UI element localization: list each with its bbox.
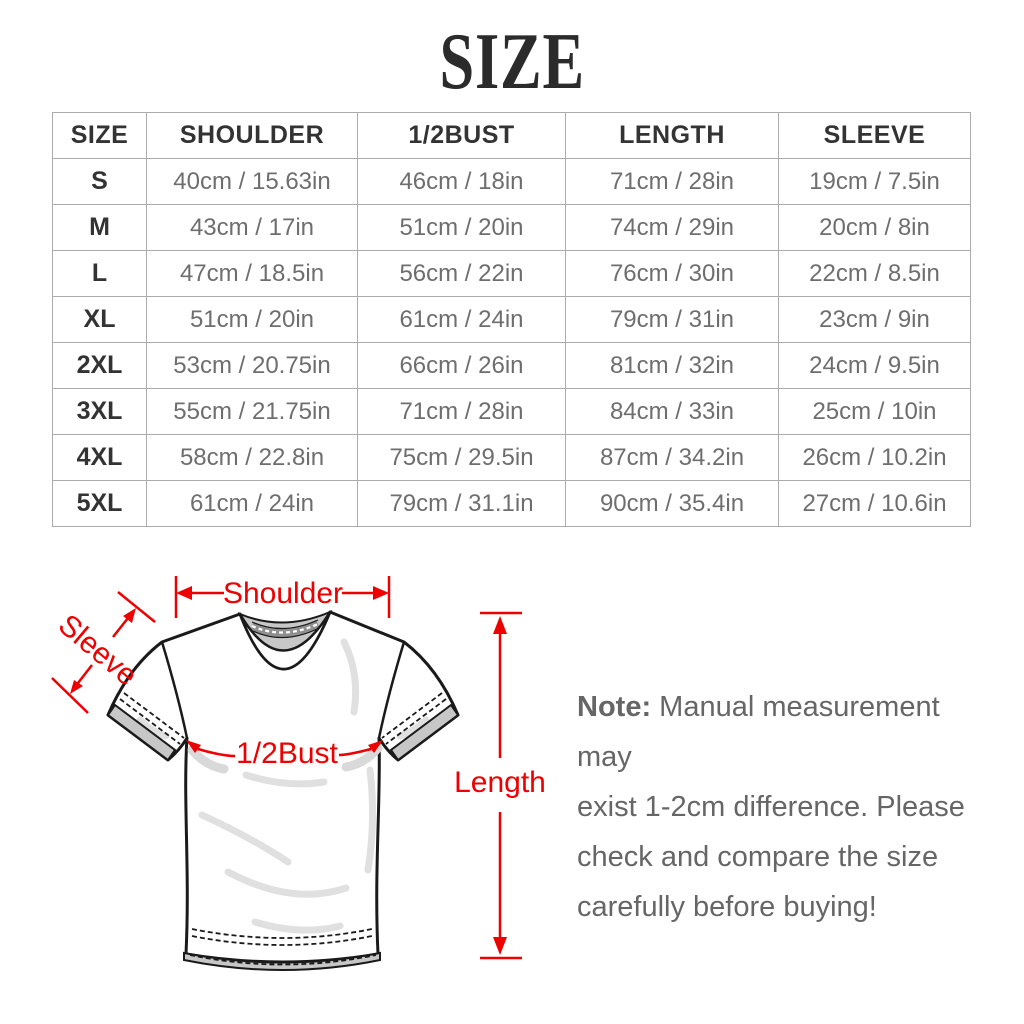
value-cell: 79cm / 31.1in [357,480,566,527]
wrinkle [224,868,350,898]
bust-label: 1/2Bust [236,737,338,770]
value-cell: 74cm / 29in [565,204,779,251]
page-title: SIZE [439,18,585,106]
value-cell: 26cm / 10.2in [778,434,971,481]
table-row: XL 51cm / 20in 61cm / 24in 79cm / 31in 23cm … [52,296,971,343]
size-table: SIZE SHOULDER 1/2BUST LENGTH SLEEVE S 40c… [52,112,971,527]
value-cell: 71cm / 28in [565,158,779,205]
page-header: SIZE [0,20,1024,126]
table-row: 4XL 58cm / 22.8in 75cm / 29.5in 87cm / 34.2… [52,434,971,481]
value-cell: 53cm / 20.75in [146,342,358,389]
wrinkle [198,811,292,866]
header-row: SIZE SHOULDER 1/2BUST LENGTH SLEEVE [52,112,971,159]
value-cell: 25cm / 10in [778,388,971,435]
value-cell: 43cm / 17in [146,204,358,251]
hem-stitch [191,928,373,939]
value-cell: 76cm / 30in [565,250,779,297]
sleeve-stitch [381,692,443,739]
wrinkle [187,745,229,774]
column-header-bust: 1/2BUST [357,112,566,159]
hem-band [183,951,381,971]
sleeve-stitch [119,698,181,745]
shoulder-arrow: Shoulder [174,576,391,618]
size-cell: S [52,158,147,205]
value-cell: 19cm / 7.5in [778,158,971,205]
note-line-4: carefully before buying! [577,891,877,923]
sleeve-stitch [123,692,185,739]
column-header-sleeve: SLEEVE [778,112,971,159]
value-cell: 51cm / 20in [357,204,566,251]
column-header-size: SIZE [52,112,147,159]
size-cell: M [52,204,147,251]
note-line: Note: Manual measurement may [577,682,987,782]
size-cell: 5XL [52,480,147,527]
armhole-seam [377,641,406,739]
value-cell: 56cm / 22in [357,250,566,297]
value-cell: 61cm / 24in [146,480,358,527]
tshirt-illustration [106,609,460,971]
length-label: Length [454,766,546,799]
value-cell: 79cm / 31in [565,296,779,343]
value-cell: 20cm / 8in [778,204,971,251]
hem-stitch [189,954,377,966]
size-cell: 4XL [52,434,147,481]
value-cell: 55cm / 21.75in [146,388,358,435]
value-cell: 81cm / 32in [565,342,779,389]
wrinkle [340,638,360,716]
collar-band [238,610,332,671]
note-line-3: check and compare the size [577,841,939,873]
note-prefix: Note: [577,691,652,723]
value-cell: 75cm / 29.5in [357,434,566,481]
note-text: Note: Manual measurement may exist 1-2cm… [577,682,987,932]
collar-stitch-band [250,619,320,638]
value-cell: 66cm / 26in [357,342,566,389]
hem-stitch [191,935,373,946]
note-line-2: exist 1-2cm difference. Please [577,791,965,823]
wrinkle [396,716,430,740]
column-header-length: LENGTH [565,112,779,159]
table-row: S 40cm / 15.63in 46cm / 18in 71cm / 28in 19c… [52,158,971,205]
size-cell: L [52,250,147,297]
bust-arrow: 1/2Bust [186,737,383,770]
wrinkle [251,918,344,934]
table-row: M 43cm / 17in 51cm / 20in 74cm / 29in 20cm /… [52,204,971,251]
value-cell: 24cm / 9.5in [778,342,971,389]
value-cell: 90cm / 35.4in [565,480,779,527]
sleeve-stitch [385,698,447,745]
armhole-seam [160,641,189,739]
value-cell: 87cm / 34.2in [565,434,779,481]
value-cell: 40cm / 15.63in [146,158,358,205]
value-cell: 51cm / 20in [146,296,358,343]
size-cell: XL [52,296,147,343]
wrinkle [242,771,328,788]
size-cell: 3XL [52,388,147,435]
collar-stitch-edge [251,619,319,630]
right-sleeve-band [389,703,460,762]
table-row: 3XL 55cm / 21.75in 71cm / 28in 84cm / 33in 2… [52,388,971,435]
value-cell: 84cm / 33in [565,388,779,435]
table-row: L 47cm / 18.5in 56cm / 22in 76cm / 30in 22cm… [52,250,971,297]
table-row: 2XL 53cm / 20.75in 66cm / 26in 81cm / 32in 2… [52,342,971,389]
value-cell: 27cm / 10.6in [778,480,971,527]
column-header-shoulder: SHOULDER [146,112,358,159]
note-line-1: Manual measurement may [577,691,940,773]
left-sleeve-band [106,703,177,762]
value-cell: 58cm / 22.8in [146,434,358,481]
tshirt-diagram: Shoulder Sleeve 1/2Bust [51,576,546,971]
wrinkle [136,716,170,740]
wrinkle [364,766,377,874]
table-row: 5XL 61cm / 24in 79cm / 31.1in 90cm / 35.4in… [52,480,971,527]
size-cell: 2XL [52,342,147,389]
value-cell: 46cm / 18in [357,158,566,205]
length-arrow: Length [454,611,546,960]
value-cell: 22cm / 8.5in [778,250,971,297]
value-cell: 71cm / 28in [357,388,566,435]
value-cell: 47cm / 18.5in [146,250,358,297]
shoulder-label: Shoulder [223,577,343,610]
value-cell: 61cm / 24in [357,296,566,343]
collar-stitch-edge [252,628,318,639]
value-cell: 23cm / 9in [778,296,971,343]
